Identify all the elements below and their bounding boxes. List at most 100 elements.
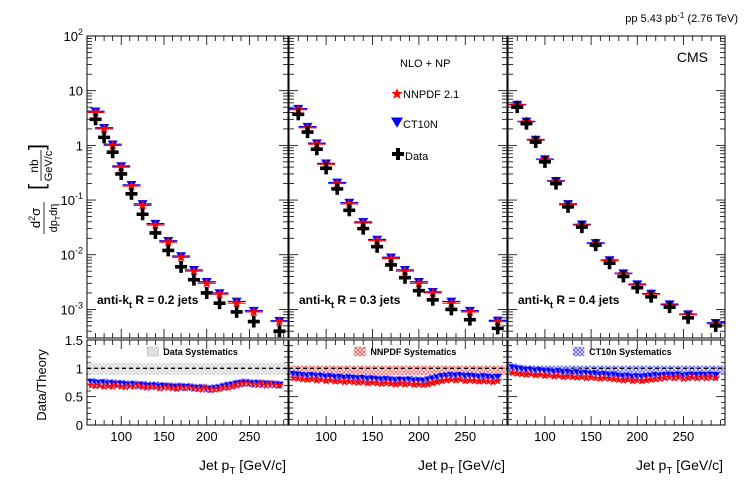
lower-y-tick-label: 1	[76, 361, 83, 376]
nnpdf-ratio-point	[223, 383, 233, 392]
upper-y-tick-label: 102	[64, 27, 83, 44]
svg-text:d2σ: d2σ	[27, 208, 43, 228]
nnpdf-ratio-point	[433, 377, 442, 386]
data-point	[645, 290, 658, 303]
data-point	[175, 260, 188, 273]
nnpdf-ratio-point	[112, 380, 122, 389]
nnpdf-ratio-point	[219, 383, 229, 392]
nnpdf-point	[357, 217, 369, 228]
nnpdf-ratio-point	[656, 374, 665, 383]
lower-frame-3	[507, 339, 726, 426]
nnpdf-ratio-point	[228, 381, 237, 391]
nnpdf-point	[385, 253, 397, 264]
nnpdf-ratio-point	[405, 379, 414, 388]
nnpdf-ratio-point	[414, 379, 424, 388]
x-tick-label: 200	[196, 429, 218, 444]
nnpdf-point	[137, 199, 148, 210]
nnpdf-ratio-point	[400, 379, 410, 388]
nnpdf-ratio-point	[289, 373, 298, 382]
data-point	[550, 177, 563, 190]
data-point	[529, 136, 542, 149]
x-tick-label: 100	[534, 429, 556, 444]
nnpdf-ratio-point	[711, 373, 721, 382]
nnpdf-ratio-point	[688, 372, 697, 382]
panel-label-2: anti-kt R = 0.3 jets	[299, 293, 401, 310]
nnpdf-ratio-point	[679, 374, 688, 383]
nnpdf-ratio-point	[396, 379, 405, 388]
nnpdf-ratio-point	[262, 380, 271, 389]
nnpdf-ratio-point	[317, 375, 326, 384]
upper-y-tick-label: 10-2	[61, 246, 83, 263]
nnpdf-point	[150, 219, 161, 230]
nnpdf-ratio-point	[693, 373, 702, 382]
nnpdf-point	[344, 198, 355, 209]
legend-heading: NLO + NP	[400, 58, 450, 70]
upper-frame-2	[288, 35, 508, 339]
data-point	[562, 200, 575, 213]
data-point	[213, 297, 226, 310]
nnpdf-ratio-point	[249, 379, 259, 388]
nnpdf-ratio-point	[706, 372, 716, 382]
x-tick-label: 100	[315, 429, 337, 444]
nnpdf-ratio-point	[409, 380, 419, 389]
nnpdf-point	[399, 265, 411, 276]
legend-marker-ct10	[391, 117, 403, 128]
nnpdf-ratio-point	[451, 375, 461, 384]
x-tick-label: 150	[580, 429, 602, 444]
nnpdf-ratio-point	[368, 378, 377, 387]
data-point	[682, 311, 695, 324]
nnpdf-ratio-point	[423, 379, 433, 388]
data-point	[273, 325, 286, 338]
systematics-label-1: Data Systematics	[163, 347, 238, 357]
systematics-swatch	[147, 346, 159, 357]
nnpdf-ratio-point	[266, 379, 276, 388]
nnpdf-ratio-point	[683, 373, 693, 382]
nnpdf-ratio-point	[349, 377, 359, 386]
nnpdf-point	[274, 316, 285, 326]
lower-y-tick-label: 0	[76, 418, 83, 433]
nnpdf-ratio-point	[517, 369, 527, 378]
nnpdf-ratio-point	[642, 375, 651, 384]
x-tick-label: 100	[110, 429, 132, 444]
data-point	[310, 143, 323, 156]
nnpdf-point	[464, 306, 476, 317]
x-tick-label: 250	[239, 429, 261, 444]
nnpdf-ratio-point	[702, 373, 711, 382]
nnpdf-ratio-point	[614, 375, 624, 384]
nnpdf-ratio-point	[116, 381, 126, 391]
data-point	[357, 222, 370, 235]
nnpdf-ratio-point	[298, 374, 308, 383]
upper-frame-1	[86, 35, 289, 339]
systematics-swatch	[354, 346, 366, 357]
nnpdf-ratio-point	[419, 380, 428, 389]
nnpdf-ratio-point	[609, 374, 619, 383]
nnpdf-ratio-point	[460, 376, 470, 385]
nnpdf-ratio-point	[484, 376, 493, 386]
data-point	[445, 303, 458, 316]
panel-2: 100 150 200 250 Jet pT [GeV/c] anti-kt R = 0.…	[288, 35, 508, 477]
x-tick-label: 150	[362, 429, 384, 444]
nnpdf-point	[163, 236, 174, 247]
x-tick-label: 200	[626, 429, 648, 444]
nnpdf-ratio-point	[236, 379, 246, 388]
data-point	[511, 101, 524, 114]
nnpdf-ratio-point	[591, 373, 600, 382]
legend-marker-nnpdf	[391, 88, 403, 99]
nnpdf-ratio-point	[474, 376, 484, 386]
upper-y-tick-label: 10-3	[61, 300, 83, 317]
data-point	[385, 258, 398, 271]
nnpdf-point	[90, 106, 101, 117]
data-point	[398, 271, 411, 284]
data-point	[663, 301, 676, 314]
data-point	[125, 187, 138, 200]
data-point	[603, 257, 616, 270]
nnpdf-ratio-point	[508, 368, 517, 377]
systematics-band	[509, 365, 724, 374]
nnpdf-ratio-point	[95, 380, 105, 389]
nnpdf-ratio-point	[312, 375, 322, 384]
data-point	[149, 226, 162, 239]
nnpdf-ratio-point	[151, 382, 160, 391]
nnpdf-ratio-point	[382, 378, 391, 387]
data-point	[292, 108, 305, 121]
nnpdf-ratio-point	[697, 372, 707, 382]
